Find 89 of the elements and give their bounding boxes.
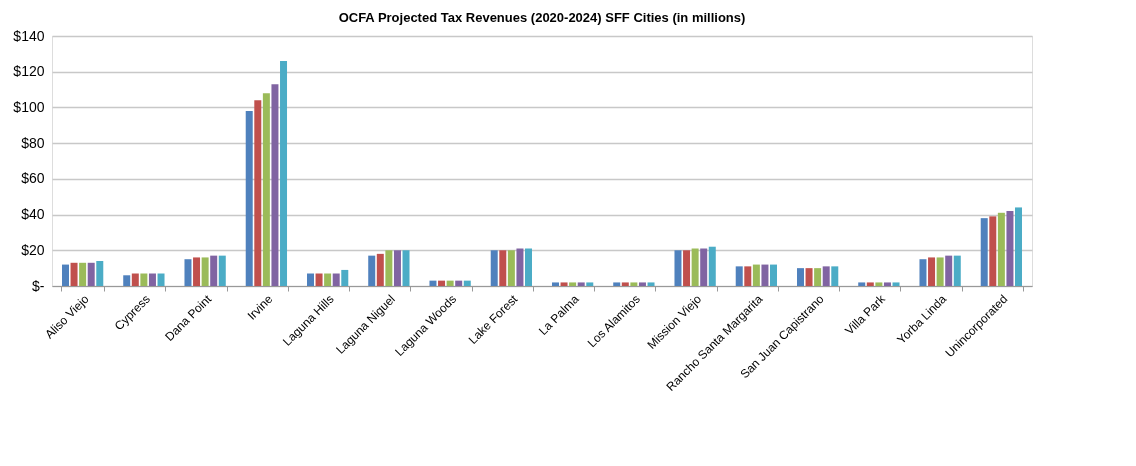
y-tick-label: $40 xyxy=(21,206,45,223)
bar xyxy=(866,282,874,286)
bar xyxy=(463,280,471,286)
bar xyxy=(586,282,594,286)
bar xyxy=(123,275,131,286)
y-tick-label: $120 xyxy=(13,63,45,80)
bar xyxy=(997,212,1005,286)
bar xyxy=(883,282,891,286)
bar xyxy=(306,273,314,286)
bar xyxy=(989,216,997,286)
bar xyxy=(1015,207,1023,286)
bar xyxy=(674,250,682,286)
bar xyxy=(796,268,804,286)
bar xyxy=(254,100,262,286)
bar xyxy=(770,264,778,286)
bar xyxy=(368,255,376,286)
bar xyxy=(393,250,401,286)
bar xyxy=(516,248,524,286)
bar xyxy=(744,266,752,286)
bar xyxy=(892,282,900,286)
bar xyxy=(490,250,498,286)
bar xyxy=(61,264,69,286)
bar xyxy=(96,261,104,286)
bar xyxy=(131,273,139,286)
bar xyxy=(429,280,437,286)
bar xyxy=(945,255,953,286)
bar xyxy=(262,93,270,286)
bar xyxy=(218,255,226,286)
bar xyxy=(708,246,716,286)
bar xyxy=(919,259,927,286)
bar xyxy=(638,282,646,286)
bar xyxy=(1006,211,1014,286)
bar xyxy=(551,282,559,286)
bar xyxy=(928,257,936,286)
bar xyxy=(761,264,769,286)
bar xyxy=(875,282,883,286)
bar xyxy=(332,273,340,286)
bar xyxy=(613,282,621,286)
y-tick-label: $80 xyxy=(21,134,45,151)
bar xyxy=(315,273,323,286)
bar xyxy=(752,264,760,286)
bar xyxy=(271,84,279,286)
bar xyxy=(446,280,454,286)
bar xyxy=(402,250,410,286)
y-tick-label: $140 xyxy=(13,27,45,44)
bar xyxy=(87,262,95,286)
bar xyxy=(245,111,253,286)
bar xyxy=(148,273,156,286)
bar xyxy=(735,266,743,286)
bar xyxy=(822,266,830,286)
chart-title: OCFA Projected Tax Revenues (2020-2024) SFF Cities (in millions) xyxy=(338,10,746,25)
bar xyxy=(700,248,708,286)
bar xyxy=(280,61,288,286)
bar xyxy=(691,248,699,286)
bar xyxy=(647,282,655,286)
y-tick-label: $20 xyxy=(21,241,45,258)
bar xyxy=(683,250,691,286)
bar xyxy=(438,280,446,286)
bar xyxy=(507,250,515,286)
bar xyxy=(805,268,813,286)
bar xyxy=(385,250,393,286)
bar xyxy=(79,262,87,286)
bar xyxy=(157,273,165,286)
bar xyxy=(577,282,585,286)
bar xyxy=(499,250,507,286)
y-tick-label: $100 xyxy=(13,98,45,115)
bar xyxy=(193,257,201,286)
bar xyxy=(376,253,384,286)
bar xyxy=(980,218,988,286)
bar xyxy=(569,282,577,286)
bar xyxy=(341,269,349,286)
bar xyxy=(814,268,822,286)
bar xyxy=(324,273,332,286)
y-tick-label: $60 xyxy=(21,170,45,187)
bar xyxy=(630,282,638,286)
bar xyxy=(455,280,463,286)
bar xyxy=(953,255,961,286)
bar xyxy=(936,257,944,286)
bar xyxy=(621,282,629,286)
bar xyxy=(831,266,839,286)
y-tick-label: $- xyxy=(32,277,45,294)
bar xyxy=(201,257,209,286)
bar xyxy=(525,248,533,286)
bar xyxy=(858,282,866,286)
bar xyxy=(560,282,568,286)
bar xyxy=(210,255,218,286)
bar xyxy=(70,262,78,286)
bar xyxy=(140,273,148,286)
bar xyxy=(184,259,192,286)
